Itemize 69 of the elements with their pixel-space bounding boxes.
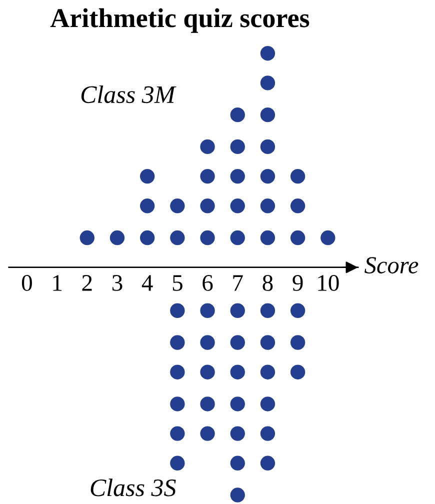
point <box>230 107 245 122</box>
point <box>260 230 276 246</box>
point <box>200 168 215 184</box>
x-tick-label: 1 <box>53 275 62 291</box>
point <box>230 426 245 441</box>
x-tick-label: 2 <box>82 275 92 291</box>
point <box>290 364 306 380</box>
point <box>200 303 215 318</box>
x-tick-label: 4 <box>142 275 153 291</box>
point <box>170 396 185 412</box>
point <box>110 230 125 246</box>
point <box>140 198 155 214</box>
x-tick-label: 7 <box>233 275 243 291</box>
series-label: Class 3S <box>90 478 176 496</box>
point <box>290 230 306 246</box>
point <box>200 198 215 214</box>
point <box>260 107 276 122</box>
chart-title: Arithmetic quiz scores <box>50 8 310 33</box>
point <box>260 46 276 61</box>
point <box>260 335 276 350</box>
point <box>170 303 185 318</box>
x-tick-label: 5 <box>172 275 182 291</box>
point <box>140 230 155 246</box>
point <box>230 303 245 318</box>
point <box>200 230 215 246</box>
point <box>290 198 306 214</box>
point <box>200 426 215 441</box>
point <box>80 230 94 246</box>
point <box>230 396 245 412</box>
point <box>260 396 276 412</box>
point <box>260 168 276 184</box>
point <box>170 198 185 214</box>
point <box>230 488 245 502</box>
series-label: Class 3M <box>81 86 176 104</box>
point <box>290 335 306 350</box>
point <box>200 364 215 380</box>
point <box>170 230 185 246</box>
point <box>260 198 276 214</box>
point <box>170 426 185 441</box>
point <box>170 364 185 380</box>
point <box>200 335 215 350</box>
point <box>320 230 336 246</box>
x-tick-label: 0 <box>22 274 32 291</box>
point <box>200 139 215 154</box>
x-tick-label: 10 <box>318 274 339 291</box>
point <box>230 198 245 214</box>
x-tick-label: 3 <box>112 275 122 291</box>
point <box>260 303 276 318</box>
point <box>230 364 245 380</box>
point <box>200 396 215 412</box>
point <box>140 168 155 184</box>
point <box>230 168 245 184</box>
x-tick-label: 6 <box>202 275 213 291</box>
x-axis-title: Score <box>364 257 418 274</box>
point <box>230 230 245 246</box>
point <box>170 456 185 471</box>
point <box>230 456 245 471</box>
point <box>260 76 276 90</box>
point <box>230 335 245 350</box>
x-tick-label: 8 <box>262 274 273 291</box>
point <box>290 168 306 184</box>
point <box>260 364 276 380</box>
point <box>170 335 185 350</box>
point <box>290 303 306 318</box>
point <box>230 139 245 154</box>
x-tick-label: 9 <box>292 275 303 291</box>
point <box>260 456 276 471</box>
point <box>260 139 276 154</box>
point <box>260 426 276 441</box>
